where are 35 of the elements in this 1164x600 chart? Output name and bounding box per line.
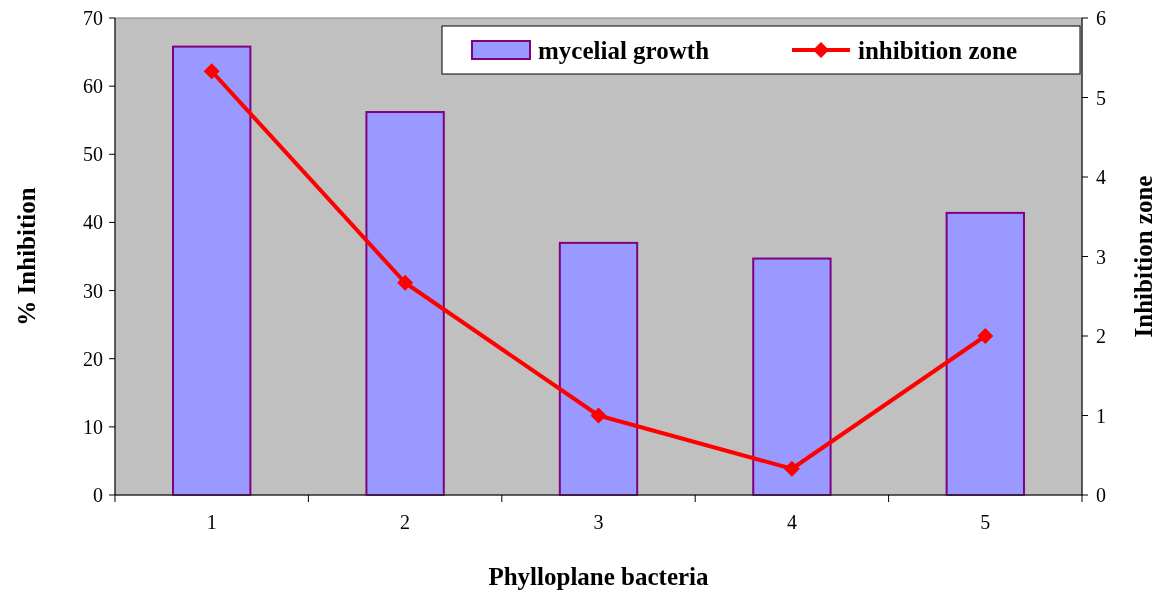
y-tick-label: 20 <box>83 347 103 370</box>
point <box>590 407 607 424</box>
y-tick-label: 60 <box>83 75 103 98</box>
legend-label: inhibition zone <box>858 36 1018 64</box>
y2-tick-label: 3 <box>1096 245 1106 268</box>
y2-tick-label: 0 <box>1096 484 1106 506</box>
bar <box>752 257 832 496</box>
y-tick-label: 50 <box>83 143 103 166</box>
y-tick-label: 0 <box>93 484 103 506</box>
y-tick-label: 10 <box>83 415 103 438</box>
x-tick-label: 4 <box>786 511 797 533</box>
point <box>783 460 800 477</box>
x-tick-label: 5 <box>980 511 991 533</box>
bar <box>558 241 639 496</box>
bar <box>172 45 252 496</box>
x-tick-label: 2 <box>400 511 411 533</box>
y-tick-label: 70 <box>83 7 103 29</box>
x-tick-label: 1 <box>206 511 217 533</box>
y2-axis-title: Inhibition zone <box>1130 175 1157 338</box>
y2-tick-label: 4 <box>1096 166 1106 188</box>
point <box>203 63 220 80</box>
y2-tick-label: 2 <box>1096 325 1106 347</box>
x-axis-title: Phylloplane bacteria <box>488 563 710 590</box>
y-axis-title: % Inhibition <box>13 187 40 326</box>
x-tick-label: 3 <box>593 511 604 533</box>
y2-tick-label: 6 <box>1096 7 1106 29</box>
y2-tick-label: 5 <box>1096 86 1106 109</box>
legend-label: mycelial growth <box>538 36 710 64</box>
point <box>977 328 994 344</box>
y2-tick-label: 1 <box>1096 404 1106 427</box>
point <box>397 274 414 291</box>
bar <box>945 211 1025 496</box>
y-tick-label: 30 <box>83 279 103 302</box>
bar <box>365 111 445 496</box>
y-tick-label: 40 <box>83 211 103 234</box>
